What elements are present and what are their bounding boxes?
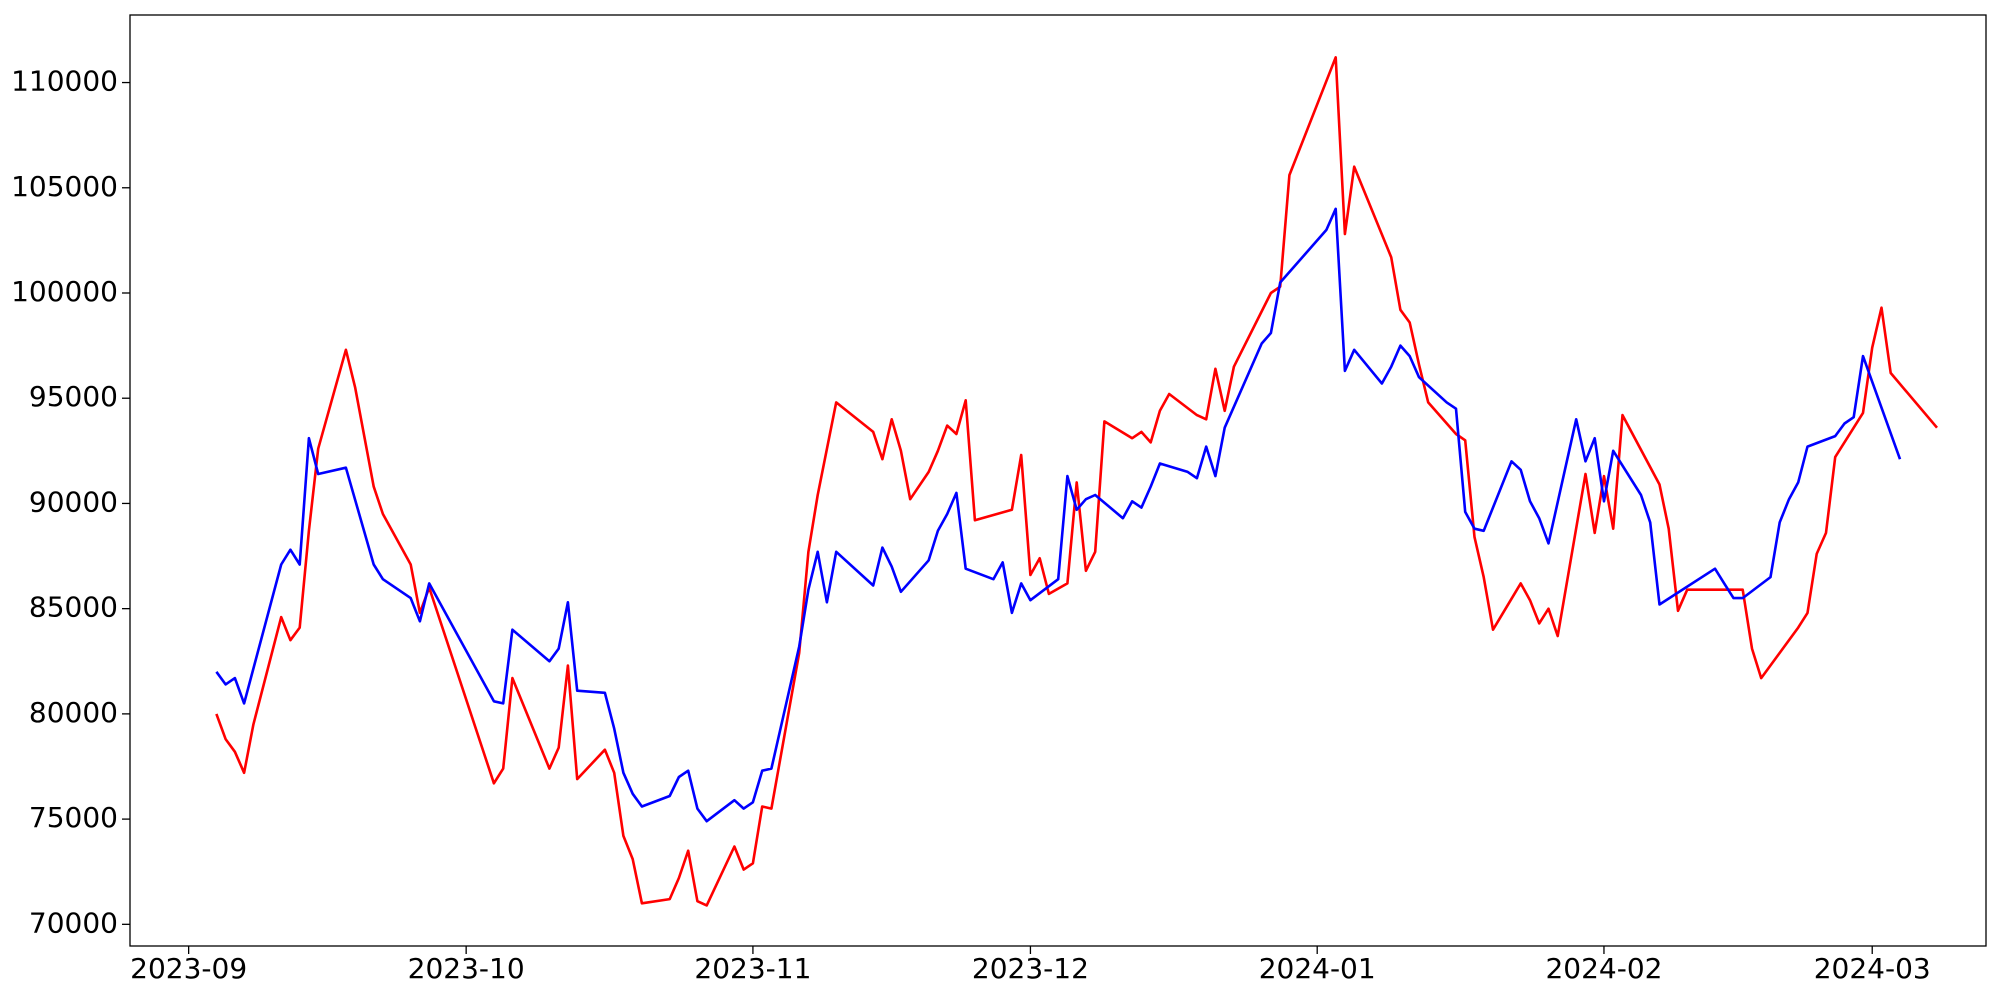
y-tick-label: 85000 — [29, 591, 118, 624]
x-tick-label: 2024-01 — [1259, 952, 1376, 985]
y-tick-label: 105000 — [11, 170, 118, 203]
line-series — [215, 56, 1938, 907]
y-tick-label: 110000 — [11, 65, 118, 98]
x-tick-label: 2023-12 — [972, 952, 1089, 985]
y-tick-label: 90000 — [29, 485, 118, 518]
y-tick-label: 75000 — [29, 801, 118, 834]
y-tick-label: 70000 — [29, 906, 118, 939]
y-tick-label: 95000 — [29, 380, 118, 413]
line-series — [215, 207, 1902, 823]
x-tick-label: 2023-11 — [694, 952, 811, 985]
x-tick-label: 2023-10 — [408, 952, 525, 985]
x-tick-label: 2024-03 — [1814, 952, 1931, 985]
y-tick-label: 100000 — [11, 275, 118, 308]
plot-frame — [129, 14, 1987, 947]
y-tick-label: 80000 — [29, 696, 118, 729]
x-tick-label: 2024-02 — [1545, 952, 1662, 985]
x-tick-label: 2023-09 — [130, 952, 247, 985]
